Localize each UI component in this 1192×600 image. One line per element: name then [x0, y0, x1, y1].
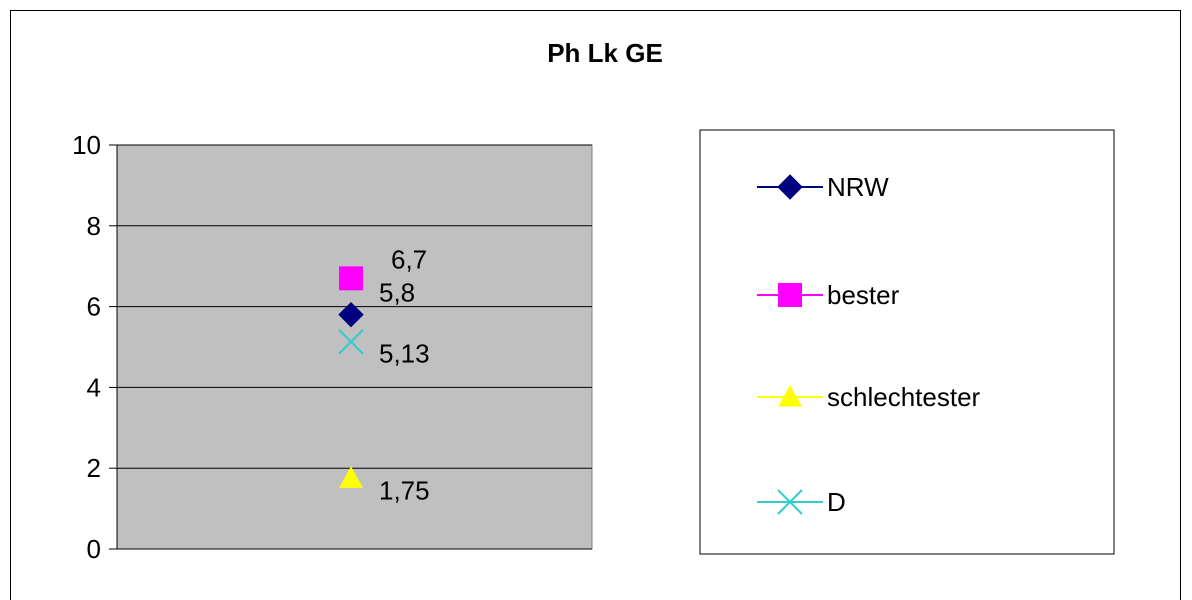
y-tick-label: 4 — [87, 372, 101, 402]
data-label-bester: 6,7 — [391, 244, 427, 274]
data-label-nrw: 5,8 — [379, 278, 415, 308]
plot-area — [116, 144, 593, 550]
y-tick-label: 10 — [72, 130, 101, 160]
legend-marker — [777, 174, 803, 200]
y-tick-label: 6 — [87, 292, 101, 322]
legend-marker — [777, 489, 803, 515]
legend-item-nrw: NRW — [757, 172, 889, 202]
legend-box — [699, 129, 1115, 555]
y-axis: 0 2 4 6 8 10 — [72, 130, 592, 564]
legend: NRW bester schlechtester D — [757, 172, 981, 517]
data-label-schlechtester: 1,75 — [379, 475, 430, 505]
data-label-d: 5,13 — [379, 339, 430, 369]
legend-label: schlechtester — [827, 382, 981, 412]
legend-item-bester: bester — [757, 280, 900, 310]
legend-marker — [778, 283, 802, 307]
legend-label: D — [827, 487, 846, 517]
y-tick-label: 2 — [87, 453, 101, 483]
data-points — [338, 266, 364, 488]
data-labels: 5,8 6,7 1,75 5,13 — [379, 244, 430, 505]
chart-title: Ph Lk GE — [547, 38, 663, 68]
data-point-schlechtester — [339, 466, 363, 488]
legend-label: bester — [827, 280, 900, 310]
data-point-bester — [339, 266, 363, 291]
legend-marker — [778, 385, 802, 407]
legend-item-d: D — [757, 487, 846, 517]
y-tick-label: 8 — [87, 211, 101, 241]
chart-frame — [10, 10, 1181, 600]
legend-label: NRW — [827, 172, 889, 202]
data-point-nrw — [338, 301, 364, 328]
legend-item-schlechtester: schlechtester — [757, 382, 981, 412]
data-point-d — [338, 329, 364, 355]
y-tick-label: 0 — [87, 534, 101, 564]
